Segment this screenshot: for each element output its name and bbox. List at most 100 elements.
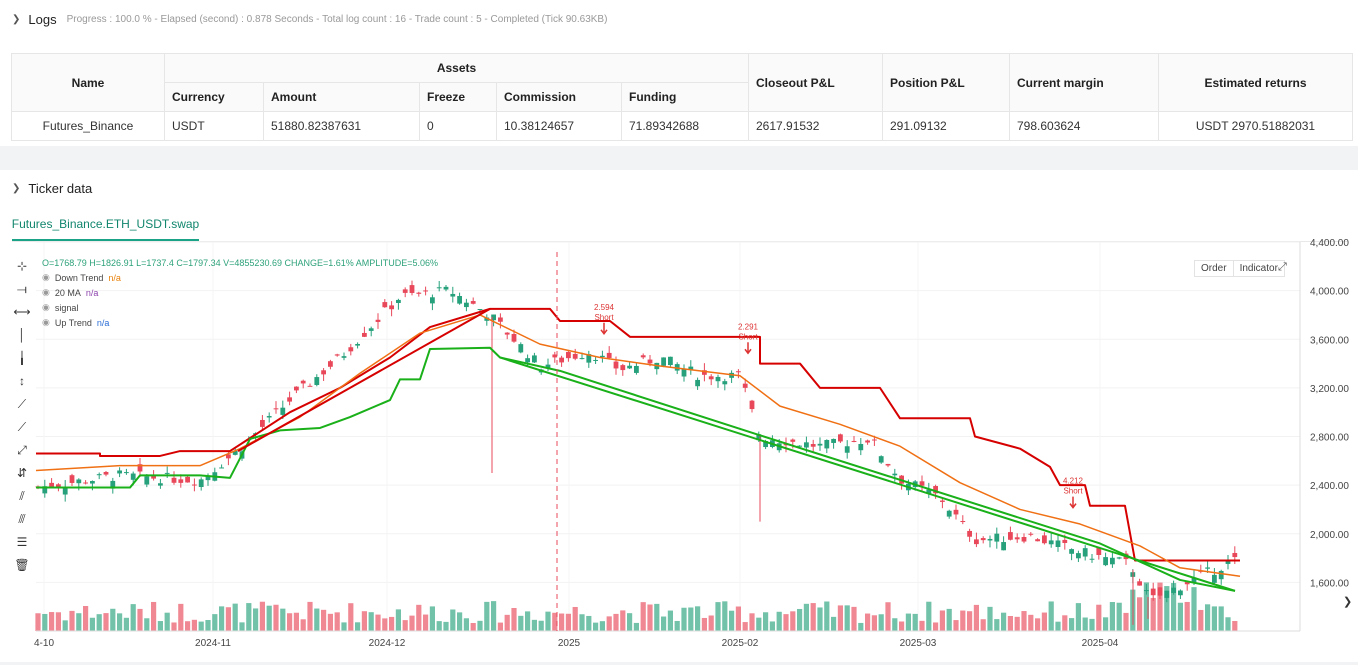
volume-bar: [654, 603, 660, 631]
volume-bar: [681, 607, 687, 631]
legend-up-trend[interactable]: ◉ Up Trend n/a: [42, 317, 438, 328]
header-position: Position P&L: [882, 53, 1010, 112]
parallel-channel-icon[interactable]: ⫽: [19, 488, 25, 503]
candle-body: [294, 386, 299, 391]
eye-icon[interactable]: ◉: [42, 302, 50, 312]
candle-body: [559, 357, 564, 363]
candle-body: [49, 482, 54, 488]
volume-bars: [35, 582, 1238, 631]
indicator-lines: [35, 307, 1241, 592]
candle-body: [464, 302, 469, 308]
volume-bar: [83, 605, 89, 631]
legend-down-trend[interactable]: ◉ Down Trend n/a: [42, 272, 438, 283]
candle-body: [1144, 590, 1149, 592]
candle-body: [851, 440, 857, 442]
vertical-segment-icon[interactable]: ╽: [18, 351, 26, 365]
candle-body: [1137, 581, 1142, 586]
ticker-header[interactable]: ❯ Ticker data: [12, 181, 92, 196]
volume-bar: [545, 611, 551, 631]
logs-header[interactable]: ❯ Logs Progress : 100.0 % - Elapsed (sec…: [12, 12, 607, 27]
volume-bar: [491, 601, 497, 631]
candle-body: [300, 380, 306, 384]
volume-bar: [1205, 604, 1211, 631]
legend-20-ma[interactable]: ◉ 20 MA n/a: [42, 287, 438, 298]
multi-channel-icon[interactable]: ⫻: [18, 511, 26, 526]
candle-body: [260, 419, 265, 427]
horizontal-line-icon[interactable]: ⟞: [17, 281, 27, 296]
indicator-button[interactable]: Indicator: [1233, 260, 1285, 277]
trend-ray-icon[interactable]: ⟋: [17, 419, 27, 434]
volume-bar: [368, 612, 374, 631]
candle-body: [436, 287, 442, 289]
eye-icon[interactable]: ◉: [42, 287, 50, 297]
order-button[interactable]: Order: [1194, 260, 1234, 277]
candle-body: [307, 385, 313, 387]
candle-body: [756, 434, 762, 441]
vertical-ray-icon[interactable]: ↕: [19, 374, 25, 388]
candle-body: [498, 317, 503, 322]
volume-bar: [497, 622, 503, 631]
candle-body: [1082, 548, 1088, 557]
volume-bar: [55, 612, 61, 631]
candle-body: [885, 463, 891, 466]
eye-icon[interactable]: ◉: [42, 317, 50, 327]
volume-bar: [293, 612, 299, 631]
assets-table: Name Assets Closeout P&L Position P&L Cu…: [11, 53, 1353, 141]
candle-body: [572, 353, 578, 359]
subheader-freeze: Freeze: [419, 82, 497, 112]
volume-bar: [1191, 587, 1197, 631]
volume-bar: [1007, 616, 1013, 631]
volume-bar: [701, 617, 707, 631]
volume-bar: [824, 601, 830, 631]
candle-body: [817, 443, 823, 446]
candle-body: [518, 344, 524, 353]
volume-bar: [749, 613, 755, 631]
volume-bar: [1103, 617, 1109, 631]
volume-bar: [885, 602, 891, 631]
crosshair-icon[interactable]: ⊹: [16, 259, 28, 273]
fibonacci-icon[interactable]: ☰: [16, 535, 28, 549]
collapse-chevron-icon[interactable]: ❯: [12, 14, 21, 25]
y-tick-label: 2,800.00: [1310, 433, 1349, 444]
logs-status: Progress : 100.0 % - Elapsed (second) : …: [66, 14, 608, 25]
candle-body: [192, 484, 197, 486]
horizontal-ray-icon[interactable]: ⟷: [13, 305, 31, 319]
volume-bar: [837, 605, 843, 631]
candle-body: [130, 473, 136, 480]
vertical-line-icon[interactable]: │: [18, 328, 26, 342]
candle-body: [457, 296, 462, 304]
volume-bar: [559, 613, 565, 631]
candle-body: [443, 286, 449, 290]
eye-icon[interactable]: ◉: [42, 272, 50, 282]
volume-bar: [858, 622, 864, 631]
legend-signal[interactable]: ◉ signal: [42, 302, 438, 313]
volume-bar: [1218, 606, 1224, 631]
volume-bar: [599, 621, 605, 631]
trend-segment-icon[interactable]: ⤢: [17, 442, 27, 457]
candle-body: [1218, 570, 1224, 580]
volume-bar: [729, 610, 735, 631]
candle-body: [940, 500, 945, 502]
candle-body: [287, 397, 292, 402]
candle-body: [1103, 557, 1108, 566]
collapse-chevron-icon[interactable]: ❯: [12, 183, 21, 194]
volume-bar: [661, 616, 667, 631]
legend-label: Up Trend: [54, 317, 92, 328]
volume-bar: [769, 621, 775, 631]
fullscreen-icon[interactable]: ⤢: [1278, 261, 1287, 273]
volume-bar: [1035, 618, 1041, 631]
price-range-icon[interactable]: ⇵: [16, 466, 28, 480]
volume-bar: [477, 620, 483, 631]
tab-eth-usdt-swap[interactable]: Futures_Binance.ETH_USDT.swap: [12, 209, 199, 241]
candle-body: [702, 370, 707, 375]
volume-bar: [355, 622, 361, 631]
volume-bar: [1021, 611, 1027, 631]
trend-line-icon[interactable]: ⟋: [17, 396, 27, 411]
scroll-right-icon[interactable]: ❯: [1343, 595, 1357, 609]
volume-bar: [409, 615, 415, 631]
trash-icon[interactable]: 🗑: [14, 558, 30, 572]
volume-bar: [1184, 601, 1190, 631]
volume-bar: [593, 622, 599, 631]
